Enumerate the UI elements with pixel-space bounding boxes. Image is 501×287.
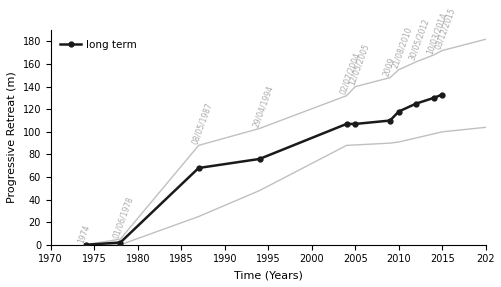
Text: 21/08/2010: 21/08/2010 [389, 26, 413, 70]
Text: 08/05/1987: 08/05/1987 [190, 101, 213, 146]
long term [430, 96, 436, 100]
long term [343, 122, 349, 126]
Text: 1974: 1974 [77, 224, 92, 245]
Y-axis label: Progressive Retreat (m): Progressive Retreat (m) [7, 72, 17, 203]
long term [386, 119, 392, 122]
Text: 03/12/2015: 03/12/2015 [433, 6, 456, 51]
Text: 30/05/2012: 30/05/2012 [407, 18, 430, 62]
Text: 12/05/2005: 12/05/2005 [346, 42, 370, 87]
Text: 10/03/2014: 10/03/2014 [424, 11, 448, 55]
Text: 02/07/2004: 02/07/2004 [337, 51, 361, 96]
Legend: long term: long term [56, 35, 141, 54]
long term [195, 166, 201, 170]
long term [256, 157, 262, 161]
long term [412, 102, 418, 105]
Line: long term: long term [83, 92, 444, 247]
long term [82, 243, 88, 247]
Text: 29/04/1994: 29/04/1994 [250, 84, 274, 129]
long term [117, 241, 123, 244]
Text: 01/06/1978: 01/06/1978 [112, 195, 135, 239]
X-axis label: Time (Years): Time (Years) [233, 270, 302, 280]
long term [438, 93, 444, 96]
long term [352, 122, 358, 126]
long term [395, 110, 401, 113]
Text: 2009: 2009 [381, 56, 396, 77]
